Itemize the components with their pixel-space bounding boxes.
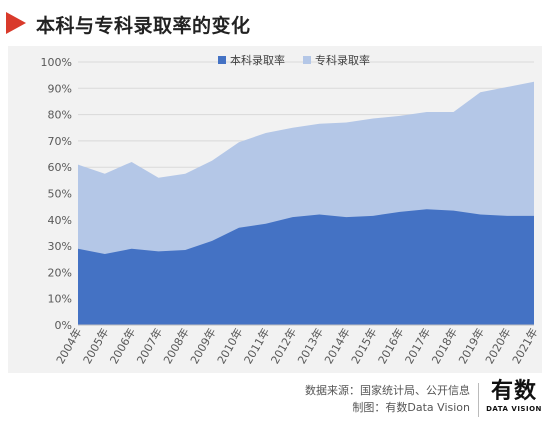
source-note: 数据来源：国家统计局、公开信息 制图：有数Data Vision	[305, 382, 470, 416]
y-tick-label: 90%	[48, 82, 72, 95]
y-tick-label: 30%	[48, 240, 72, 253]
x-tick-label: 2021年	[509, 326, 541, 367]
accent-triangle	[6, 12, 26, 34]
y-tick-label: 40%	[48, 214, 72, 227]
chart-title: 本科与专科录取率的变化	[36, 15, 251, 37]
y-tick-label: 100%	[41, 56, 72, 69]
y-tick-label: 0%	[55, 319, 72, 332]
title-accent-icon	[6, 12, 26, 34]
logo-text: 有数	[490, 379, 537, 404]
legend-swatch	[303, 56, 311, 64]
chart-panel: 0% 10% 20% 30% 40% 50% 60% 70% 80% 90% 100% 2004年 20…	[8, 46, 542, 373]
y-tick-label: 10%	[48, 293, 72, 306]
logo-subtext: DATA VISION	[486, 405, 542, 413]
logo-divider	[478, 383, 479, 417]
source-line-credit: 制图：有数Data Vision	[352, 401, 470, 414]
source-line-data: 数据来源：国家统计局、公开信息	[305, 384, 470, 397]
y-tick-label: 80%	[48, 109, 72, 122]
area-chart: 0%10%20%30%40%50%60%70%80%90%100%2004年20…	[41, 53, 541, 367]
brand-logo: 有数 DATA VISION	[484, 379, 544, 414]
y-tick-label: 50%	[48, 188, 72, 201]
y-tick-label: 20%	[48, 266, 72, 279]
area-series-1	[78, 209, 534, 325]
footer: 数据来源：国家统计局、公开信息 制图：有数Data Vision 有数 DATA…	[0, 373, 550, 423]
header: 本科与专科录取率的变化	[0, 0, 550, 46]
y-tick-label: 60%	[48, 161, 72, 174]
legend-label: 专科录取率	[315, 53, 370, 67]
legend-label: 本科录取率	[230, 53, 285, 67]
y-tick-label: 70%	[48, 135, 72, 148]
legend-swatch	[218, 56, 226, 64]
